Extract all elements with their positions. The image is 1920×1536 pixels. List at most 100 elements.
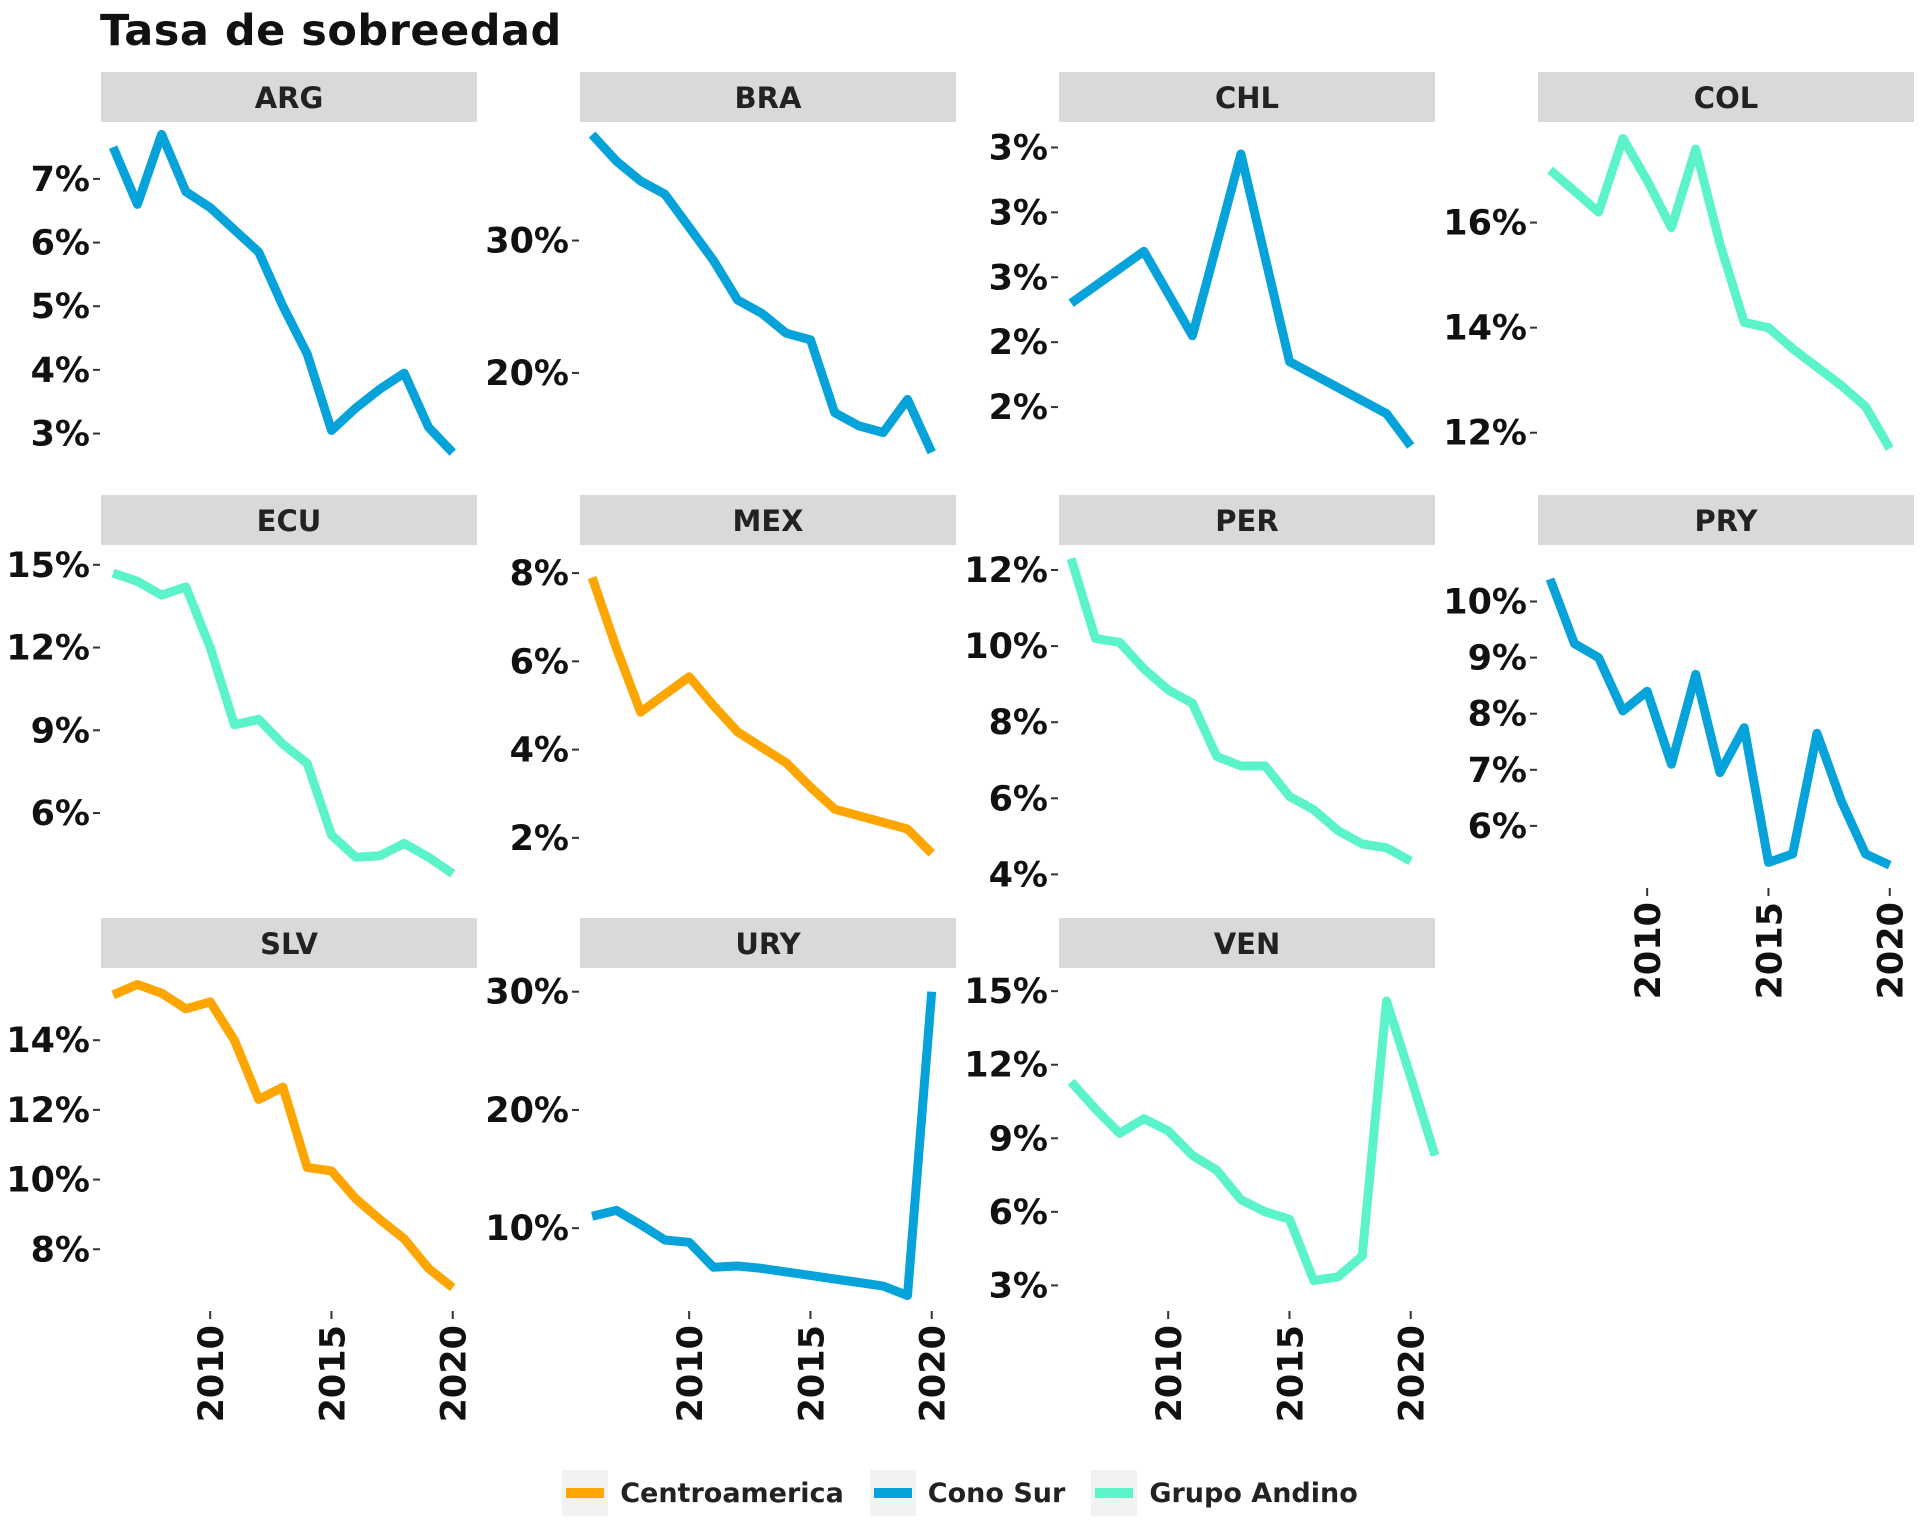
x-tick-label: 2015 — [313, 1325, 353, 1422]
strip-bra — [580, 72, 956, 122]
panel-slv: SLV 8% 10% 12% 14% 2010 2015 2020 — [6, 918, 477, 1422]
y-tick-label: 8% — [989, 703, 1048, 743]
y-tick-label: 10% — [964, 627, 1048, 667]
y-tick-label: 3% — [989, 258, 1048, 298]
series-line-slv — [111, 980, 456, 1292]
strip-ury — [580, 918, 956, 968]
x-tick-label: 2010 — [1629, 902, 1669, 999]
panel-arg: ARG 3% 4% 5% 6% 7% — [31, 72, 477, 456]
legend-item: Centroamerica — [562, 1470, 844, 1516]
y-tick-label: 14% — [6, 1021, 90, 1061]
x-tick-label: 2015 — [792, 1325, 832, 1422]
strip-label: VEN — [1214, 927, 1281, 961]
y-tick-label: 3% — [31, 415, 90, 455]
y-tick-label: 20% — [485, 354, 569, 394]
strip-chl — [1059, 72, 1435, 122]
x-tick-label: 2015 — [1271, 1325, 1311, 1422]
series-line-ecu — [111, 568, 456, 878]
strip-label: SLV — [260, 927, 318, 961]
y-tick-label: 2% — [989, 388, 1048, 428]
series-line-pry — [1545, 577, 1892, 870]
strip-ven — [1059, 918, 1435, 968]
series-line-mex — [587, 576, 935, 857]
y-tick-label: 9% — [1468, 639, 1527, 679]
y-tick-label: 30% — [485, 222, 569, 262]
y-tick-label: 12% — [1443, 414, 1527, 454]
y-tick-label: 10% — [1443, 582, 1527, 622]
x-tick-label: 2020 — [1393, 1325, 1433, 1422]
x-tick-label: 2015 — [1750, 902, 1790, 999]
legend-item: Grupo Andino — [1091, 1470, 1358, 1516]
y-tick-label: 9% — [989, 1119, 1048, 1159]
y-tick-label: 6% — [31, 794, 90, 834]
strip-pry — [1538, 495, 1914, 545]
x-tick-label: 2010 — [192, 1325, 232, 1422]
y-tick-label: 3% — [989, 128, 1048, 168]
y-tick-label: 12% — [964, 1046, 1048, 1086]
strip-ecu — [101, 495, 477, 545]
y-tick-label: 2% — [510, 819, 569, 859]
legend-key — [1091, 1470, 1138, 1516]
y-tick-label: 4% — [989, 855, 1048, 895]
panel-col: COL 12% 14% 16% — [1443, 72, 1914, 454]
strip-label: BRA — [735, 81, 802, 115]
series-line-ven — [1067, 996, 1440, 1285]
y-tick-label: 14% — [1443, 309, 1527, 349]
y-tick-label: 6% — [1468, 807, 1527, 847]
panel-ecu: ECU 6% 9% 12% 15% — [6, 495, 477, 878]
y-tick-label: 8% — [510, 554, 569, 594]
strip-label: PRY — [1695, 504, 1759, 538]
strip-slv — [101, 918, 477, 968]
panel-chl: CHL 2% 2% 3% 3% 3% — [989, 72, 1435, 449]
series-line-per — [1066, 557, 1413, 866]
panel-pry: PRY 6% 7% 8% 9% 10% 2010 2015 2020 — [1443, 495, 1914, 999]
legend-key — [869, 1470, 916, 1516]
strip-label: URY — [735, 927, 801, 961]
x-tick-label: 2020 — [1872, 902, 1912, 999]
y-tick-label: 15% — [6, 546, 90, 586]
panel-ury: URY 10% 20% 30% 2010 2015 2020 — [485, 918, 956, 1422]
y-tick-label: 4% — [31, 351, 90, 391]
y-tick-label: 6% — [510, 642, 569, 682]
x-tick-label: 2020 — [435, 1325, 475, 1422]
y-tick-label: 7% — [1468, 751, 1527, 791]
panel-mex: MEX 2% 4% 6% 8% — [510, 495, 956, 859]
chart-title: Tasa de sobreedad — [100, 6, 562, 56]
y-tick-label: 30% — [485, 973, 569, 1013]
panel-ven: VEN 3% 6% 9% 12% 15% 2010 2015 2020 — [964, 918, 1440, 1422]
legend-label: Cono Sur — [927, 1477, 1066, 1509]
legend: Centroamerica Cono Sur Grupo Andino — [0, 1468, 1920, 1518]
y-tick-label: 4% — [510, 731, 569, 771]
x-tick-label: 2010 — [671, 1325, 711, 1422]
series-line-bra — [588, 131, 936, 455]
panel-bra: BRA 20% 30% — [485, 72, 956, 455]
series-line-col — [1547, 134, 1894, 451]
y-tick-label: 8% — [31, 1230, 90, 1270]
y-tick-label: 10% — [485, 1209, 569, 1249]
y-tick-label: 3% — [989, 193, 1048, 233]
strip-label: MEX — [732, 504, 803, 538]
legend-label: Centroamerica — [620, 1477, 844, 1509]
y-tick-label: 6% — [989, 779, 1048, 819]
series-line-chl — [1068, 149, 1415, 449]
strip-label: CHL — [1215, 81, 1279, 115]
series-line-arg — [108, 129, 456, 456]
y-tick-label: 6% — [989, 1193, 1048, 1233]
x-tick-label: 2010 — [1150, 1325, 1190, 1422]
legend-key — [562, 1470, 609, 1516]
y-tick-label: 6% — [31, 224, 90, 264]
strip-per — [1059, 495, 1435, 545]
legend-item: Cono Sur — [869, 1470, 1066, 1516]
y-tick-label: 7% — [31, 160, 90, 200]
y-tick-label: 5% — [31, 287, 90, 327]
y-tick-label: 20% — [485, 1091, 569, 1131]
panel-per: PER 4% 6% 8% 10% 12% — [964, 495, 1435, 895]
y-tick-label: 12% — [6, 1091, 90, 1131]
strip-arg — [101, 72, 477, 122]
y-tick-label: 9% — [31, 711, 90, 751]
series-line-ury — [591, 991, 937, 1300]
y-tick-label: 3% — [989, 1266, 1048, 1306]
x-tick-label: 2020 — [914, 1325, 954, 1422]
y-tick-label: 2% — [989, 323, 1048, 363]
